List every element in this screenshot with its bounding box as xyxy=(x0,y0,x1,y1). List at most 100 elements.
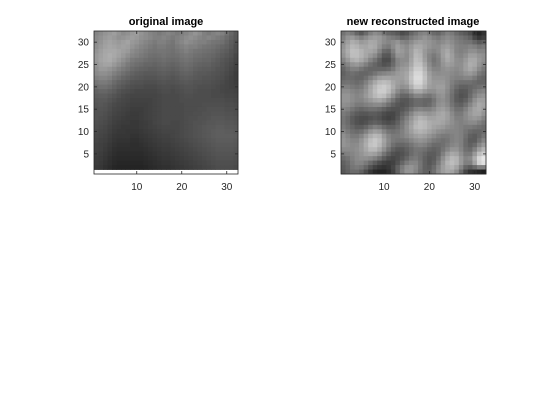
image-cell xyxy=(399,120,405,126)
image-cell xyxy=(125,142,131,148)
image-cell xyxy=(157,48,162,54)
image-cell xyxy=(368,62,374,68)
image-cell xyxy=(476,98,482,103)
image-cell xyxy=(359,84,365,90)
image-cell xyxy=(390,80,396,86)
image-cell xyxy=(206,71,212,77)
image-cell xyxy=(161,48,167,54)
image-cell xyxy=(94,165,99,170)
image-cell xyxy=(206,106,212,112)
image-cell xyxy=(229,66,234,72)
image-cell xyxy=(202,124,207,130)
image-cell xyxy=(454,111,460,117)
image-cell xyxy=(413,138,419,144)
image-cell xyxy=(463,165,469,170)
image-cell xyxy=(112,142,117,148)
image-cell xyxy=(431,48,437,54)
image-cell xyxy=(458,115,464,121)
image-cell xyxy=(467,39,473,45)
image-cell xyxy=(112,62,117,68)
image-cell xyxy=(454,57,460,63)
image-cell xyxy=(404,102,410,108)
image-cell xyxy=(175,160,180,166)
image-cell xyxy=(184,93,189,99)
image-cell xyxy=(134,151,140,157)
image-cell xyxy=(193,151,198,157)
image-cell xyxy=(386,160,392,166)
image-cell xyxy=(130,151,135,157)
image-cell xyxy=(377,142,383,148)
image-cell xyxy=(170,111,176,117)
image-cell xyxy=(170,156,176,161)
image-cell xyxy=(341,53,346,59)
image-cell xyxy=(103,124,108,130)
image-cell xyxy=(472,160,478,166)
image-cell xyxy=(184,98,189,103)
image-cell xyxy=(166,124,171,130)
image-cell xyxy=(377,151,383,157)
image-cell xyxy=(157,98,162,103)
image-cell xyxy=(121,124,126,130)
image-cell xyxy=(121,102,126,108)
image-cell xyxy=(454,53,460,59)
image-cell xyxy=(481,93,487,99)
image-cell xyxy=(94,66,99,72)
image-cell xyxy=(143,142,149,148)
image-cell xyxy=(436,31,442,36)
image-cell xyxy=(143,115,149,121)
image-cell xyxy=(390,71,396,77)
image-cell xyxy=(233,35,239,41)
image-cell xyxy=(116,57,122,63)
image-cell xyxy=(463,48,469,54)
image-cell xyxy=(143,57,149,63)
image-cell xyxy=(458,106,464,112)
image-cell xyxy=(463,62,469,68)
image-cell xyxy=(467,53,473,59)
image-cell xyxy=(395,169,401,175)
image-cell xyxy=(431,53,437,59)
image-cell xyxy=(143,31,149,36)
image-cell xyxy=(193,93,198,99)
image-cell xyxy=(215,35,221,41)
image-cell xyxy=(179,75,185,81)
y-tick-label: 25 xyxy=(325,60,337,71)
image-cell xyxy=(175,53,180,59)
image-cell xyxy=(170,129,176,135)
image-cell xyxy=(350,44,355,50)
image-cell xyxy=(413,84,419,90)
image-cell xyxy=(363,156,369,161)
image-cell xyxy=(116,151,122,157)
image-cell xyxy=(372,111,378,117)
image-cell xyxy=(188,35,194,41)
image-cell xyxy=(381,66,387,72)
image-cell xyxy=(345,39,351,45)
image-cell xyxy=(112,156,117,161)
image-cell xyxy=(116,147,122,153)
image-cell xyxy=(157,80,162,86)
image-cells xyxy=(341,31,487,175)
image-cell xyxy=(220,165,225,170)
image-cell xyxy=(166,66,171,72)
image-cell xyxy=(368,93,374,99)
image-cell xyxy=(467,66,473,72)
image-cell xyxy=(372,93,378,99)
image-cell xyxy=(121,31,126,36)
image-cell xyxy=(427,156,433,161)
image-cell xyxy=(359,160,365,166)
image-cell xyxy=(431,35,437,41)
image-cell xyxy=(377,35,383,41)
image-cell xyxy=(229,129,234,135)
image-cell xyxy=(463,75,469,81)
image-cell xyxy=(179,35,185,41)
image-cell xyxy=(345,93,351,99)
image-cell xyxy=(197,71,203,77)
image-cell xyxy=(395,111,401,117)
image-cell xyxy=(481,169,487,175)
image-cell xyxy=(390,169,396,175)
image-cell xyxy=(404,142,410,148)
image-cell xyxy=(188,71,194,77)
image-cell xyxy=(107,35,113,41)
image-cell xyxy=(134,142,140,148)
image-cell xyxy=(372,75,378,81)
image-cell xyxy=(363,71,369,77)
